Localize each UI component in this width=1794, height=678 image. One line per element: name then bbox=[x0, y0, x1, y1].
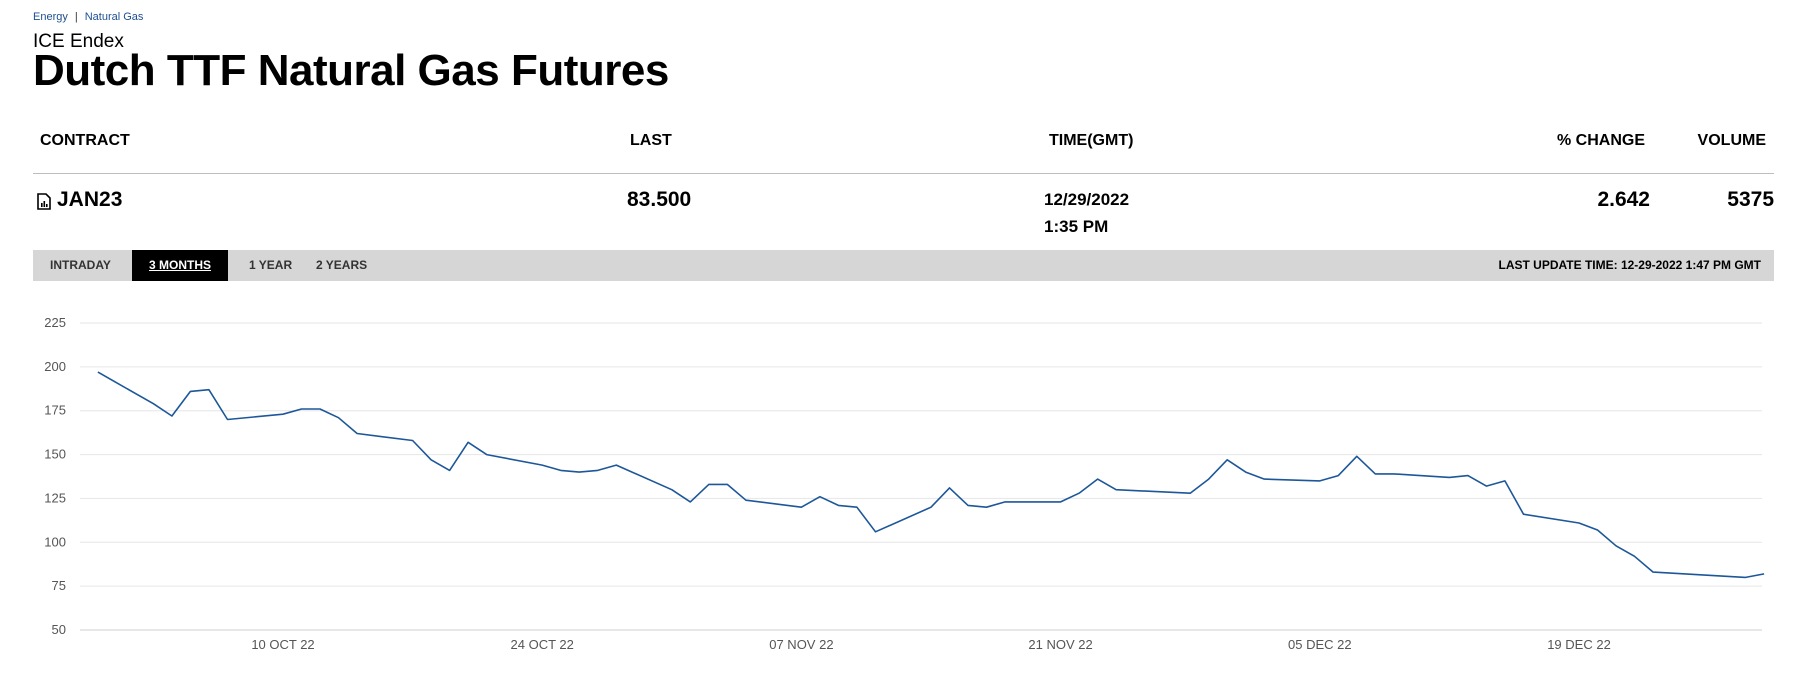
y-tick-label: 100 bbox=[44, 534, 66, 549]
quote-table-header: CONTRACT LAST TIME(GMT) % CHANGE VOLUME bbox=[33, 128, 1773, 174]
header-divider bbox=[33, 173, 1774, 174]
y-tick-label: 50 bbox=[52, 622, 66, 637]
series-line bbox=[97, 371, 1765, 579]
header-volume: VOLUME bbox=[1697, 132, 1766, 149]
y-tick-label: 225 bbox=[44, 315, 66, 330]
contract-cell[interactable]: JAN23 bbox=[37, 188, 122, 212]
trade-date: 12/29/2022 bbox=[1044, 190, 1130, 209]
header-contract: CONTRACT bbox=[40, 132, 130, 149]
y-tick-label: 175 bbox=[44, 403, 66, 418]
price-line-chart: 50 75 100 125 150 175 200 225 10 OCT 22 24 OCT 22… bbox=[44, 315, 1765, 652]
x-tick-label: 05 DEC 22 bbox=[1288, 637, 1352, 652]
volume: 5375 bbox=[1727, 188, 1774, 211]
tab-intraday[interactable]: INTRADAY bbox=[50, 258, 111, 272]
chart-range-toolbar: INTRADAY 3 MONTHS 1 YEAR 2 YEARS LAST UP… bbox=[33, 250, 1774, 281]
contract-symbol: JAN23 bbox=[57, 188, 123, 211]
x-tick-label: 10 OCT 22 bbox=[251, 637, 314, 652]
tab-3-months[interactable]: 3 MONTHS bbox=[132, 250, 229, 281]
page-title: Dutch TTF Natural Gas Futures bbox=[33, 46, 669, 95]
document-chart-icon bbox=[37, 192, 51, 210]
breadcrumb-separator: | bbox=[74, 11, 78, 23]
header-last: LAST bbox=[630, 132, 672, 149]
exchange-name: ICE Endex bbox=[33, 31, 124, 52]
table-row: JAN23 83.500 12/29/2022 1:35 PM 2.642 53… bbox=[33, 176, 1774, 248]
breadcrumb-link-natural-gas[interactable]: Natural Gas bbox=[84, 11, 144, 23]
last-update-time: LAST UPDATE TIME: 12-29-2022 1:47 PM GMT bbox=[1498, 258, 1762, 272]
tab-1-year[interactable]: 1 YEAR bbox=[249, 258, 293, 272]
x-tick-label: 07 NOV 22 bbox=[769, 637, 833, 652]
breadcrumb: Energy | Natural Gas bbox=[33, 11, 143, 23]
x-tick-label: 24 OCT 22 bbox=[511, 637, 574, 652]
percent-change: 2.642 bbox=[1597, 188, 1650, 211]
y-tick-label: 150 bbox=[44, 447, 66, 462]
trade-time: 12/29/2022 1:35 PM bbox=[1044, 186, 1129, 240]
header-time: TIME(GMT) bbox=[1049, 132, 1134, 149]
y-tick-label: 75 bbox=[52, 578, 66, 593]
header-pct-change: % CHANGE bbox=[1556, 132, 1645, 149]
trade-clock: 1:35 PM bbox=[1044, 217, 1109, 236]
x-tick-label: 19 DEC 22 bbox=[1547, 637, 1611, 652]
y-tick-label: 125 bbox=[44, 490, 66, 505]
breadcrumb-link-energy[interactable]: Energy bbox=[33, 11, 68, 23]
x-tick-label: 21 NOV 22 bbox=[1028, 637, 1092, 652]
y-tick-label: 200 bbox=[44, 359, 66, 374]
last-price: 83.500 bbox=[627, 188, 692, 211]
tab-2-years[interactable]: 2 YEARS bbox=[316, 258, 368, 272]
